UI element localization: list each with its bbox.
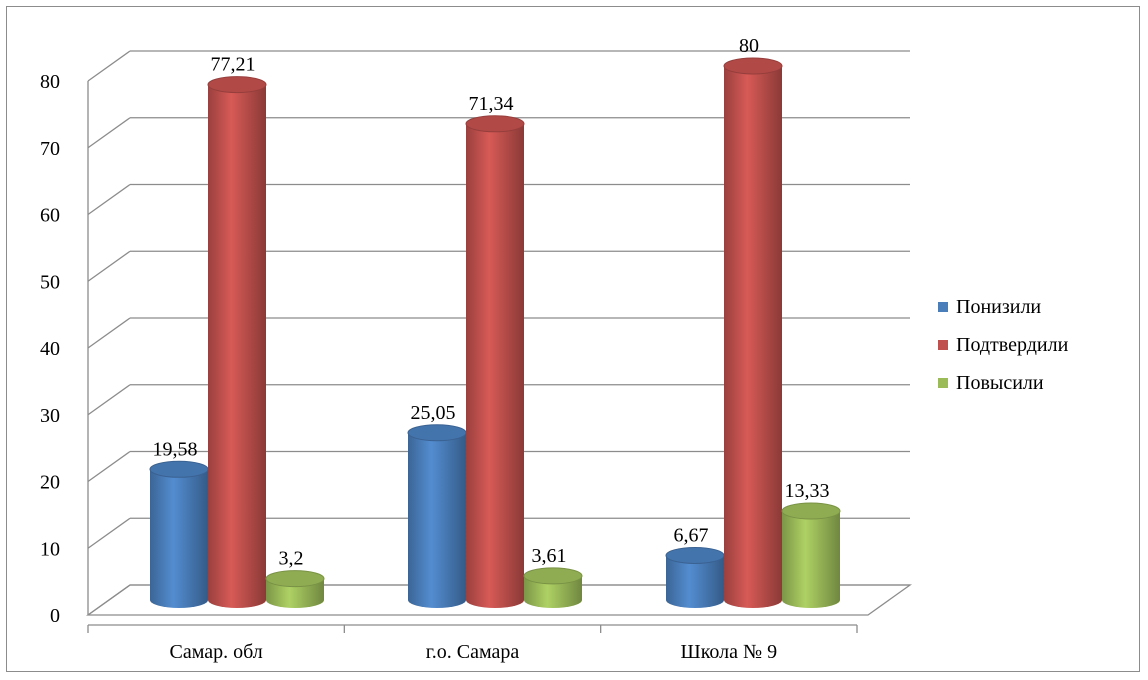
data-label: 3,2 — [279, 548, 304, 570]
legend-label-series-3: Повысили — [956, 371, 1044, 394]
legend-item-series-1: Понизили — [938, 288, 1068, 326]
cylinder-body — [724, 66, 782, 608]
cylinder-top — [149, 460, 209, 478]
y-tick-label: 50 — [40, 271, 60, 293]
x-tick-label: Самар. обл — [170, 641, 263, 663]
side-gridline — [87, 183, 131, 216]
cylinder-top — [465, 115, 525, 133]
data-label: 25,05 — [411, 402, 456, 424]
legend-swatch-series-1 — [938, 302, 948, 312]
bar-2-3 — [723, 57, 783, 608]
side-gridline — [87, 250, 131, 282]
legend: Понизили Подтвердили Повысили — [938, 288, 1068, 402]
data-labels: 19,58 25,05 6,67 77,21 71,34 80 3,2 3,61 13,33 — [153, 35, 830, 570]
cylinder-body — [782, 511, 840, 608]
cylinder-body — [208, 84, 266, 609]
side-gridline — [87, 117, 131, 149]
side-gridline — [87, 517, 131, 549]
cylinder-top — [407, 424, 467, 442]
data-label: 6,67 — [674, 524, 709, 546]
legend-item-series-2: Подтвердили — [938, 326, 1068, 364]
y-axis-ticks: 0 10 20 30 40 50 60 70 80 — [40, 71, 60, 627]
legend-item-series-3: Повысили — [938, 364, 1068, 402]
cylinder-body — [524, 575, 582, 608]
bar-1-1 — [149, 460, 209, 608]
legend-label-series-1: Понизили — [956, 295, 1042, 318]
x-tick-label: Школа № 9 — [681, 641, 778, 663]
y-tick-label: 0 — [50, 605, 60, 627]
cylinder-top — [781, 502, 841, 520]
y-tick-label: 80 — [40, 71, 60, 93]
cylinder-top — [207, 76, 267, 94]
bar-1-2 — [407, 424, 467, 608]
y-tick-label: 20 — [40, 472, 60, 494]
y-tick-label: 40 — [40, 338, 60, 360]
legend-swatch-series-2 — [938, 340, 948, 350]
legend-label-series-2: Подтвердили — [956, 333, 1069, 356]
cylinder-body — [666, 555, 724, 608]
data-label: 13,33 — [785, 480, 830, 502]
data-label: 3,61 — [532, 545, 567, 567]
cylinder-body — [408, 432, 466, 608]
bar-2-1 — [207, 76, 267, 609]
side-gridline — [87, 384, 131, 416]
data-label: 71,34 — [469, 93, 514, 115]
y-tick-label: 70 — [40, 138, 60, 160]
cylinder-body — [466, 123, 524, 609]
y-tick-label: 10 — [40, 538, 60, 560]
cylinder-top — [665, 546, 725, 564]
data-label: 77,21 — [211, 54, 256, 76]
x-tick-label: г.о. Самара — [426, 641, 520, 663]
y-tick-label: 30 — [40, 405, 60, 427]
cylinder-top — [523, 567, 583, 585]
bar-3-2 — [523, 567, 583, 608]
bar-3-1 — [265, 570, 325, 608]
cylinder-body — [150, 469, 208, 608]
side-gridline — [87, 50, 131, 82]
data-label: 19,58 — [153, 438, 198, 460]
bar-2-2 — [465, 115, 525, 609]
bars — [149, 57, 841, 609]
side-gridline — [87, 450, 131, 483]
bar-3-3 — [781, 502, 841, 608]
floor — [85, 584, 913, 616]
x-axis-labels: Самар. обл г.о. Самара Школа № 9 — [170, 641, 778, 663]
side-gridline — [87, 317, 131, 349]
y-tick-label: 60 — [40, 205, 60, 227]
cylinder-top — [265, 570, 325, 588]
data-label: 80 — [739, 35, 759, 57]
legend-swatch-series-3 — [938, 378, 948, 388]
cylinder-top — [723, 57, 783, 75]
bar-1-3 — [665, 546, 725, 608]
